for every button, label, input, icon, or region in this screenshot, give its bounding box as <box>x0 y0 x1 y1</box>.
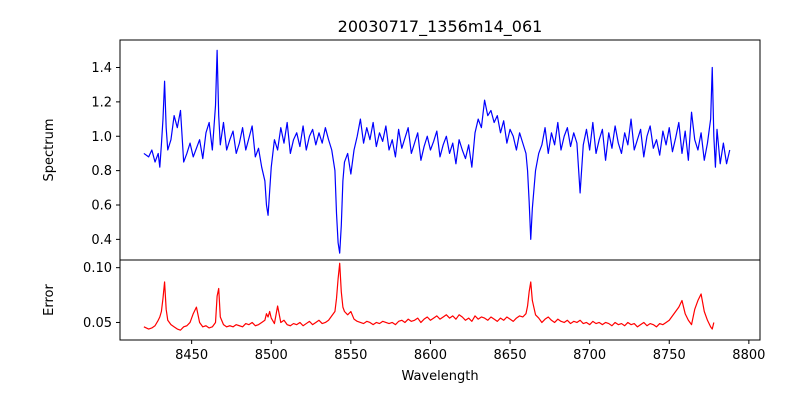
x-axis-label: Wavelength <box>401 369 478 384</box>
spectrum-y-axis: 0.4 0.6 0.8 1.0 1.2 1.4 <box>91 61 120 248</box>
spectrum-series-line <box>143 49 731 254</box>
error-panel: 0.05 0.10 Error <box>42 259 761 341</box>
error-axes-frame <box>119 259 761 341</box>
x-axis: 8450 8500 8550 8600 8650 8700 8750 8800 <box>175 340 765 363</box>
error-y-axis: 0.05 0.10 <box>83 261 120 331</box>
x-tick-label: 8600 <box>414 348 447 363</box>
x-tick-label: 8500 <box>255 348 288 363</box>
x-tick-label: 8550 <box>334 348 367 363</box>
chart-title: 20030717_1356m14_061 <box>338 17 543 37</box>
spectrum-y-tick-label: 0.4 <box>91 233 112 248</box>
spectrum-y-tick-label: 0.6 <box>91 199 112 214</box>
spectrum-y-tick-label: 0.8 <box>91 164 112 179</box>
error-y-tick-label: 0.10 <box>83 261 112 276</box>
error-plot-area <box>143 262 715 331</box>
spectrum-y-tick-label: 1.0 <box>91 130 112 145</box>
error-y-tick-label: 0.05 <box>83 316 112 331</box>
error-y-label: Error <box>42 284 57 316</box>
spectrum-plot-area <box>143 49 731 254</box>
error-series-line <box>143 262 715 331</box>
x-tick-label: 8750 <box>653 348 686 363</box>
spectrum-y-tick-label: 1.4 <box>91 61 112 76</box>
spectrum-panel: 0.4 0.6 0.8 1.0 1.2 1.4 Spectrum <box>42 39 761 261</box>
spectrum-y-tick-label: 1.2 <box>91 95 112 110</box>
x-tick-label: 8450 <box>175 348 208 363</box>
x-tick-label: 8650 <box>494 348 527 363</box>
x-tick-label: 8800 <box>732 348 765 363</box>
x-tick-label: 8700 <box>573 348 606 363</box>
spectrum-y-label: Spectrum <box>42 119 57 182</box>
